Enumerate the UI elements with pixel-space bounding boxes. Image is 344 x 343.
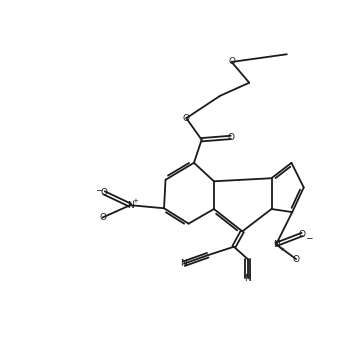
Text: N: N (273, 240, 279, 249)
Text: N: N (244, 274, 251, 283)
Text: O: O (227, 133, 234, 142)
Text: N: N (127, 201, 133, 210)
Text: O: O (292, 255, 300, 263)
Text: −: − (95, 185, 102, 194)
Text: O: O (99, 213, 106, 222)
Text: +: + (278, 246, 284, 252)
Text: O: O (228, 57, 235, 67)
Text: +: + (132, 198, 138, 204)
Text: N: N (181, 259, 187, 268)
Text: −: − (305, 233, 312, 242)
Text: O: O (299, 230, 306, 239)
Text: O: O (183, 114, 190, 123)
Text: O: O (101, 188, 108, 197)
